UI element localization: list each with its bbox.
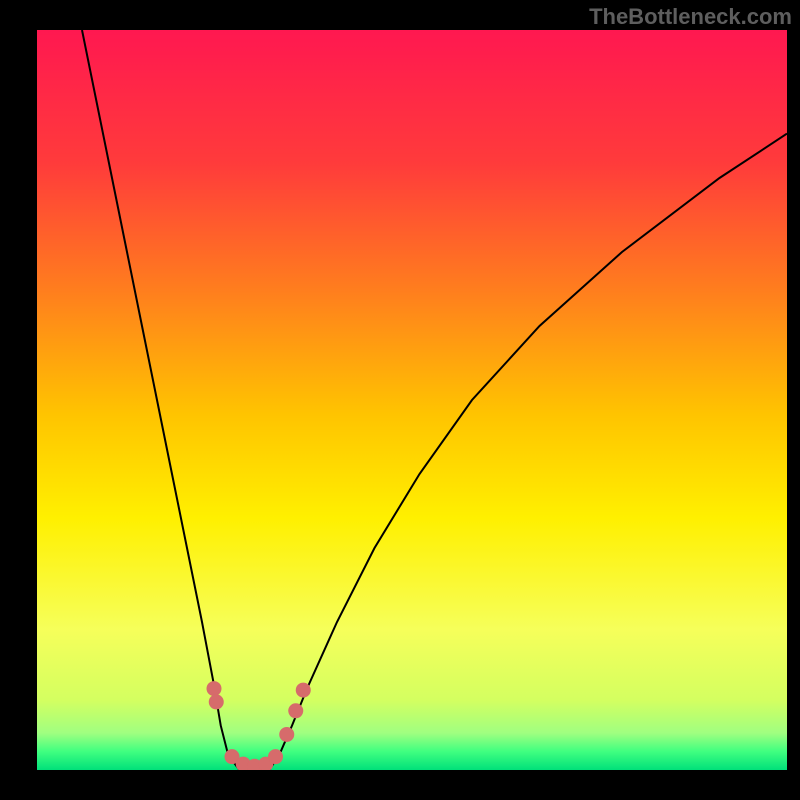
plot-area [37, 30, 787, 770]
gradient-background [37, 30, 787, 770]
watermark-text: TheBottleneck.com [589, 4, 792, 30]
data-marker [279, 727, 294, 742]
data-marker [207, 681, 222, 696]
data-marker [209, 694, 224, 709]
chart-container: TheBottleneck.com [0, 0, 800, 800]
chart-svg [37, 30, 787, 770]
data-marker [296, 683, 311, 698]
data-marker [268, 749, 283, 764]
data-marker [288, 703, 303, 718]
